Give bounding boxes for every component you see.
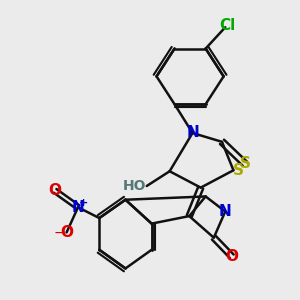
Text: −: − (54, 226, 65, 240)
Text: O: O (60, 225, 73, 240)
Text: N: N (186, 125, 199, 140)
Text: N: N (219, 204, 232, 219)
Text: S: S (233, 163, 244, 178)
Text: N: N (72, 200, 84, 215)
Text: +: + (79, 198, 88, 208)
Text: O: O (49, 183, 62, 198)
Text: Cl: Cl (219, 18, 235, 33)
Text: O: O (225, 249, 238, 264)
Text: S: S (239, 156, 250, 171)
Text: HO: HO (123, 179, 147, 193)
